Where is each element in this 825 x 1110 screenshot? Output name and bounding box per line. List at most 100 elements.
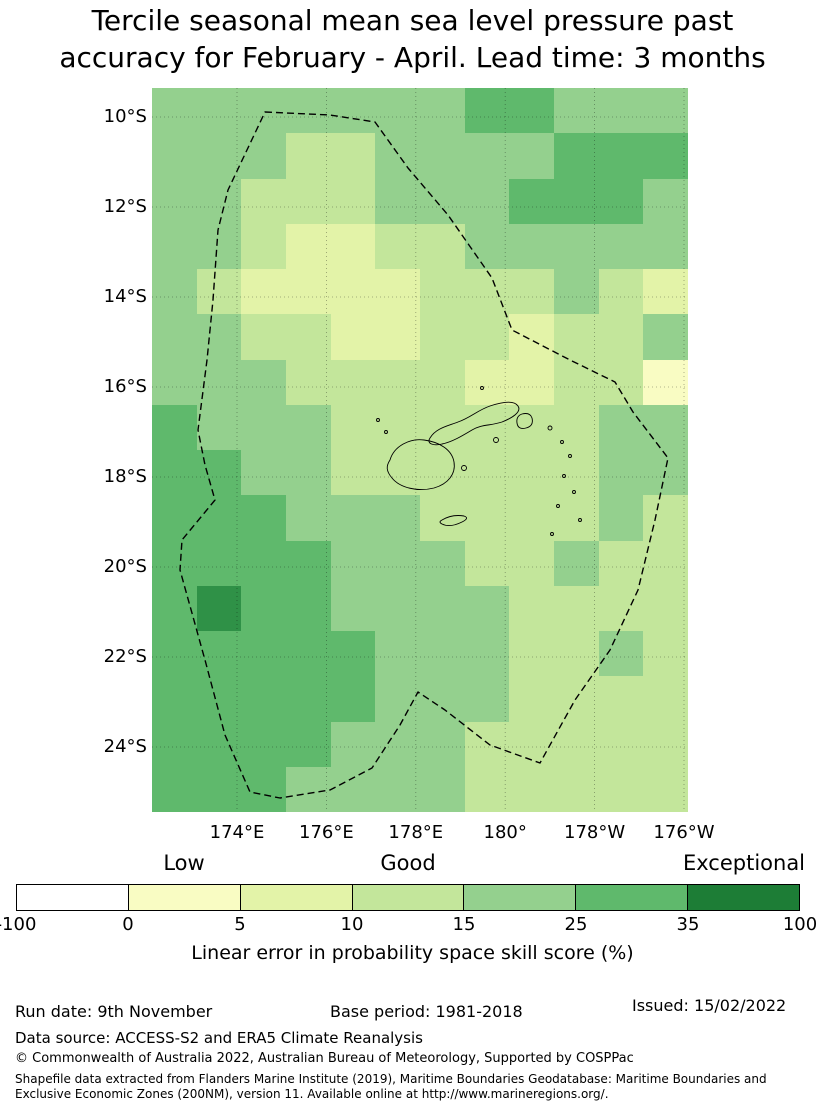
grid-cell bbox=[375, 766, 420, 812]
grid-cell bbox=[375, 540, 420, 586]
grid-cell bbox=[286, 269, 331, 315]
grid-cell bbox=[196, 540, 242, 586]
grid-cell bbox=[152, 223, 197, 269]
grid-cell bbox=[464, 450, 510, 496]
grid-cell bbox=[464, 495, 510, 541]
footer-run-date: Run date: 9th November bbox=[15, 1002, 213, 1021]
grid-cell bbox=[241, 133, 286, 179]
grid-cell bbox=[286, 450, 331, 496]
grid-cell bbox=[286, 88, 331, 134]
grid-cell bbox=[464, 314, 510, 360]
grid-cell bbox=[420, 495, 465, 541]
footer-issued: Issued: 15/02/2022 bbox=[632, 996, 787, 1015]
grid-cell bbox=[420, 359, 465, 405]
grid-cell bbox=[464, 540, 510, 586]
title-line1: Tercile seasonal mean sea level pressure… bbox=[91, 4, 734, 37]
grid-cell bbox=[286, 495, 331, 541]
longitude-tick-label: 178°E bbox=[388, 822, 444, 843]
grid-cell bbox=[464, 88, 510, 134]
grid-cell bbox=[464, 585, 510, 631]
grid-cell bbox=[464, 721, 510, 767]
grid-cell bbox=[643, 314, 688, 360]
grid-cell bbox=[330, 88, 376, 134]
grid-cell bbox=[286, 676, 331, 722]
island-dot bbox=[562, 474, 566, 478]
grid-cell bbox=[196, 314, 242, 360]
grid-cell bbox=[420, 269, 465, 315]
grid-cell bbox=[643, 404, 688, 450]
grid-cell bbox=[509, 359, 554, 405]
grid-cell bbox=[464, 269, 510, 315]
grid-cell bbox=[330, 540, 376, 586]
grid-cell bbox=[375, 269, 420, 315]
grid-cell bbox=[196, 178, 242, 224]
graticule-gridlines bbox=[152, 88, 688, 812]
grid-cell bbox=[152, 133, 197, 179]
grid-cell bbox=[643, 766, 688, 812]
grid-cell bbox=[196, 766, 242, 812]
grid-cell bbox=[241, 269, 286, 315]
colorbar-segment bbox=[127, 885, 240, 910]
grid-cell bbox=[643, 359, 688, 405]
figure-title: Tercile seasonal mean sea level pressure… bbox=[0, 2, 825, 76]
grid-cell bbox=[509, 450, 554, 496]
grid-cell bbox=[598, 450, 644, 496]
grid-cell bbox=[286, 721, 331, 767]
grid-cell bbox=[464, 178, 510, 224]
colorbar-segment bbox=[463, 885, 576, 910]
island-dot bbox=[556, 504, 560, 508]
grid-cell bbox=[554, 721, 599, 767]
grid-cell bbox=[643, 88, 688, 134]
grid-cell bbox=[330, 450, 376, 496]
grid-cell bbox=[598, 178, 644, 224]
colorbar-segment bbox=[687, 885, 800, 910]
grid-cell bbox=[286, 540, 331, 586]
grid-cell bbox=[420, 223, 465, 269]
grid-cell bbox=[554, 178, 599, 224]
grid-cell bbox=[330, 495, 376, 541]
grid-cell bbox=[241, 314, 286, 360]
longitude-tick-label: 174°E bbox=[209, 822, 265, 843]
colorbar-label: Linear error in probability space skill … bbox=[191, 942, 634, 964]
grid-cell bbox=[241, 676, 286, 722]
grid-cell bbox=[196, 631, 242, 677]
grid-cell bbox=[509, 178, 554, 224]
colorbar-tick-label: 0 bbox=[122, 914, 134, 935]
island-dot bbox=[376, 418, 380, 422]
grid-cell bbox=[509, 223, 554, 269]
grid-cell bbox=[420, 540, 465, 586]
grid-cell bbox=[554, 88, 599, 134]
footer-copyright: © Commonwealth of Australia 2022, Austra… bbox=[15, 1051, 634, 1066]
grid-cell bbox=[554, 314, 599, 360]
grid-cell bbox=[420, 766, 465, 812]
grid-cell bbox=[464, 133, 510, 179]
grid-cell bbox=[420, 631, 465, 677]
grid-cell bbox=[152, 359, 197, 405]
grid-cell bbox=[152, 631, 197, 677]
grid-cell bbox=[420, 721, 465, 767]
grid-cell bbox=[330, 223, 376, 269]
latitude-tick-label: 12°S bbox=[103, 196, 147, 217]
colorbar-segment bbox=[239, 885, 352, 910]
island-outline-ovalau bbox=[461, 465, 467, 471]
grid-cell bbox=[643, 269, 688, 315]
legend-class-label: Good bbox=[380, 851, 436, 875]
grid-cell bbox=[286, 133, 331, 179]
grid-cell bbox=[330, 178, 376, 224]
grid-cell bbox=[330, 676, 376, 722]
grid-cell bbox=[554, 269, 599, 315]
grid-cell bbox=[330, 631, 376, 677]
map-overlay bbox=[152, 88, 688, 812]
island-outline-taveuni bbox=[516, 413, 533, 429]
grid-cell bbox=[598, 721, 644, 767]
colorbar bbox=[16, 884, 800, 911]
latitude-tick-label: 22°S bbox=[103, 646, 147, 667]
footer-base-period: Base period: 1981-2018 bbox=[330, 1002, 523, 1021]
grid-cell bbox=[464, 766, 510, 812]
grid-cell bbox=[375, 495, 420, 541]
grid-cell bbox=[598, 359, 644, 405]
longitude-tick-label: 178°W bbox=[564, 822, 626, 843]
grid-cell bbox=[152, 766, 197, 812]
grid-cell bbox=[375, 314, 420, 360]
